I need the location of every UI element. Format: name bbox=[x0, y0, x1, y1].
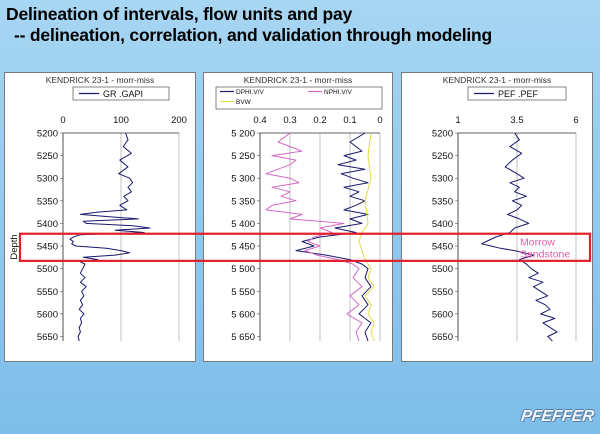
y-tick-label-1-7: 5 550 bbox=[231, 287, 255, 298]
y-tick-label-0-9: 5650 bbox=[37, 332, 58, 343]
x-tick-label-1-1: 0.3 bbox=[283, 115, 296, 126]
y-tick-label-1-9: 5 650 bbox=[231, 332, 255, 343]
y-tick-label-2-9: 5650 bbox=[432, 332, 453, 343]
series-line-2-0 bbox=[481, 132, 558, 342]
y-tick-label-1-1: 5 250 bbox=[231, 151, 255, 162]
y-tick-label-2-4: 5400 bbox=[432, 219, 453, 230]
x-tick-label-1-2: 0.2 bbox=[313, 115, 326, 126]
x-tick-label-1-0: 0.4 bbox=[253, 115, 266, 126]
y-tick-label-1-6: 5 500 bbox=[231, 264, 255, 275]
slide-title-line2: -- delineation, correlation, and validat… bbox=[14, 25, 493, 45]
x-tick-label-2-1: 3.5 bbox=[510, 115, 523, 126]
x-tick-label-0-0: 0 bbox=[60, 115, 65, 126]
x-tick-label-0-1: 100 bbox=[113, 115, 129, 126]
y-tick-label-0-8: 5600 bbox=[37, 309, 58, 320]
y-tick-label-0-1: 5250 bbox=[37, 151, 58, 162]
y-tick-label-1-2: 5 300 bbox=[231, 174, 255, 185]
series-line-1-0 bbox=[295, 132, 372, 342]
pfeffer-logo: PFEFFER bbox=[519, 408, 596, 425]
legend-label-1-2: BVW bbox=[236, 99, 252, 106]
slide-title: Delineation of intervals, flow units and… bbox=[6, 4, 596, 46]
pef-log-panel: KENDRICK 23-1 - morr-miss PEF .PEF 1 3.5 6 5… bbox=[401, 72, 593, 362]
legend-box bbox=[215, 86, 383, 110]
y-tick-label-2-8: 5600 bbox=[432, 309, 453, 320]
y-tick-label-0-0: 5200 bbox=[37, 129, 58, 140]
pef-panel-title: KENDRICK 23-1 - morr-miss bbox=[442, 75, 552, 85]
x-tick-label-2-0: 1 bbox=[455, 115, 460, 126]
legend: DPHI.V/V NPHI.V/V BVW bbox=[215, 86, 383, 110]
porosity-panel-title: KENDRICK 23-1 - morr-miss bbox=[243, 75, 353, 85]
legend: PEF .PEF bbox=[467, 86, 567, 101]
y-tick-label-1-4: 5 400 bbox=[231, 219, 255, 230]
series-line-1-2 bbox=[358, 132, 375, 342]
y-tick-label-0-4: 5400 bbox=[37, 219, 58, 230]
legend-label-0-0: GR .GAPI bbox=[103, 89, 143, 99]
gr-log-panel: KENDRICK 23-1 - morr-miss GR .GAPI 0 100 20… bbox=[4, 72, 196, 362]
x-tick-label-0-2: 200 bbox=[171, 115, 187, 126]
zone-label-line2: Sandstone bbox=[520, 249, 570, 261]
y-tick-label-1-5: 5 450 bbox=[231, 242, 255, 253]
y-tick-label-0-5: 5450 bbox=[37, 242, 58, 253]
y-tick-label-1-8: 5 600 bbox=[231, 309, 255, 320]
legend: GR .GAPI bbox=[72, 86, 170, 101]
gr-panel-title: KENDRICK 23-1 - morr-miss bbox=[45, 75, 155, 85]
porosity-log-panel: KENDRICK 23-1 - morr-miss DPHI.V/V NPHI.V… bbox=[203, 72, 393, 362]
y-tick-label-2-3: 5350 bbox=[432, 196, 453, 207]
x-tick-label-2-2: 6 bbox=[573, 115, 578, 126]
y-axis-label-0: Depth bbox=[9, 234, 20, 259]
y-tick-label-2-1: 5250 bbox=[432, 151, 453, 162]
y-tick-label-2-7: 5550 bbox=[432, 287, 453, 298]
legend-label-1-1: NPHI.V/V bbox=[324, 89, 352, 96]
y-tick-label-0-3: 5350 bbox=[37, 196, 58, 207]
y-tick-label-0-6: 5500 bbox=[37, 264, 58, 275]
slide-title-line1: Delineation of intervals, flow units and… bbox=[6, 4, 353, 24]
y-tick-label-1-0: 5 200 bbox=[231, 129, 255, 140]
y-tick-label-2-0: 5200 bbox=[432, 129, 453, 140]
legend-box bbox=[467, 86, 567, 101]
y-tick-label-0-7: 5550 bbox=[37, 287, 58, 298]
pef-log-chart: PEF .PEF 1 3.5 6 5200 5250 5300 5350 5400 5450 550… bbox=[432, 86, 579, 343]
legend-label-2-0: PEF .PEF bbox=[498, 89, 539, 99]
y-tick-label-1-3: 5 350 bbox=[231, 196, 255, 207]
x-tick-label-1-3: 0.1 bbox=[343, 115, 356, 126]
gr-log-chart: GR .GAPI 0 100 200 5200 5250 5300 5350 5400 5450 5… bbox=[9, 86, 187, 343]
series-line-1-1 bbox=[265, 132, 363, 342]
y-tick-label-2-6: 5500 bbox=[432, 264, 453, 275]
porosity-log-chart: DPHI.V/V NPHI.V/V BVW 0.4 0.3 0.2 0.1 0 5 200 5 2… bbox=[215, 86, 383, 343]
legend-box bbox=[72, 86, 170, 101]
y-tick-label-2-2: 5300 bbox=[432, 174, 453, 185]
y-tick-label-2-5: 5450 bbox=[432, 242, 453, 253]
y-tick-label-0-2: 5300 bbox=[37, 174, 58, 185]
x-tick-label-1-4: 0 bbox=[377, 115, 382, 126]
morrow-sandstone-zone-box bbox=[18, 232, 592, 262]
series-line-0-0 bbox=[69, 132, 151, 342]
zone-label-line1: Morrow bbox=[520, 237, 555, 249]
legend-label-1-0: DPHI.V/V bbox=[236, 89, 264, 96]
